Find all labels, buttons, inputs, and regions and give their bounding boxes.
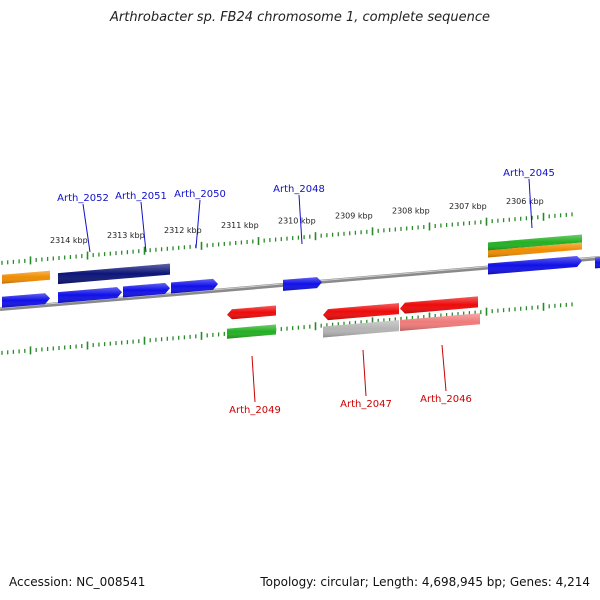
leader-line bbox=[362, 349, 367, 397]
gene-label: Arth_2050 bbox=[174, 189, 226, 200]
feature-orange-right-shade bbox=[488, 242, 582, 258]
scale-label: 2308 kbp bbox=[392, 207, 430, 216]
feature-arth-2046-shade bbox=[400, 296, 478, 314]
leader-line bbox=[82, 203, 91, 253]
feature-tracks bbox=[2, 234, 600, 339]
gene-label: Arth_2052 bbox=[57, 193, 109, 204]
scale-labels: 2314 kbp 2313 kbp 2312 kbp 2311 kbp 2310 kbp… bbox=[50, 197, 544, 245]
feature-blue-left-shade bbox=[2, 293, 50, 308]
feature-arth-2051 bbox=[123, 283, 170, 298]
gene-label: Arth_2046 bbox=[420, 394, 472, 405]
feature-green-mid-shade bbox=[227, 324, 276, 339]
gene-label: Arth_2047 bbox=[340, 399, 392, 410]
leader-line bbox=[528, 178, 533, 229]
feature-orange-left bbox=[2, 270, 50, 284]
scale-label: 2313 kbp bbox=[107, 231, 145, 240]
feature-arth-2048 bbox=[283, 277, 322, 291]
feature-green-mid bbox=[227, 324, 276, 339]
feature-arth-2050-shade bbox=[171, 278, 218, 294]
scale-label: 2312 kbp bbox=[164, 226, 202, 235]
feature-blue-edge bbox=[595, 257, 600, 269]
feature-arth-2048-shade bbox=[283, 277, 322, 291]
inner-tick-ring bbox=[1, 302, 573, 355]
feature-navy bbox=[58, 263, 170, 285]
gene-label: Arth_2051 bbox=[115, 191, 167, 202]
scale-label: 2309 kbp bbox=[335, 212, 373, 221]
gene-label: Arth_2045 bbox=[503, 168, 555, 179]
leader-line bbox=[298, 194, 303, 245]
feature-arth-2049-shade bbox=[227, 305, 276, 320]
leader-line bbox=[140, 201, 147, 253]
scale-label: 2314 kbp bbox=[50, 236, 88, 245]
gene-label: Arth_2048 bbox=[273, 184, 325, 195]
feature-arth-2045-shade bbox=[488, 256, 582, 275]
feature-green-right-shade bbox=[488, 234, 582, 251]
feature-arth-2047 bbox=[323, 303, 399, 321]
feature-green-right bbox=[488, 234, 582, 251]
outer-tick-ring bbox=[1, 212, 573, 265]
scale-label: 2311 kbp bbox=[221, 221, 259, 230]
accession-text: Accession: NC_008541 bbox=[9, 575, 146, 589]
map-title: Arthrobacter sp. FB24 chromosome 1, comp… bbox=[109, 10, 491, 25]
feature-arth-2049 bbox=[227, 305, 276, 320]
feature-blue-edge-shade bbox=[595, 257, 600, 269]
gene-label: Arth_2049 bbox=[229, 405, 281, 416]
gene-labels: Arth_2052 Arth_2051 Arth_2050 Arth_2048 Arth… bbox=[57, 168, 555, 416]
feature-arth-2050 bbox=[171, 278, 218, 294]
leader-line bbox=[251, 355, 256, 403]
feature-arth-2051-shade bbox=[123, 283, 170, 298]
feature-arth-2052 bbox=[58, 287, 122, 304]
scale-label: 2307 kbp bbox=[449, 202, 487, 211]
feature-pink-shade bbox=[400, 313, 480, 331]
feature-orange-right bbox=[488, 242, 582, 258]
feature-blue-left bbox=[2, 293, 50, 308]
label-leader-lines bbox=[82, 178, 533, 403]
feature-arth-2045 bbox=[488, 256, 582, 275]
leader-line bbox=[195, 199, 201, 249]
feature-arth-2046 bbox=[400, 296, 478, 314]
scale-label: 2306 kbp bbox=[506, 197, 544, 206]
leader-line bbox=[441, 344, 447, 392]
feature-arth-2052-shade bbox=[58, 287, 122, 304]
genome-summary: Topology: circular; Length: 4,698,945 bp… bbox=[260, 575, 590, 589]
feature-gray-shade bbox=[323, 320, 399, 338]
feature-pink bbox=[400, 313, 480, 331]
feature-navy-shade bbox=[58, 263, 170, 285]
feature-gray bbox=[323, 320, 399, 338]
feature-orange-left-shade bbox=[2, 270, 50, 284]
scale-label: 2310 kbp bbox=[278, 216, 316, 225]
feature-arth-2047-shade bbox=[323, 303, 399, 321]
